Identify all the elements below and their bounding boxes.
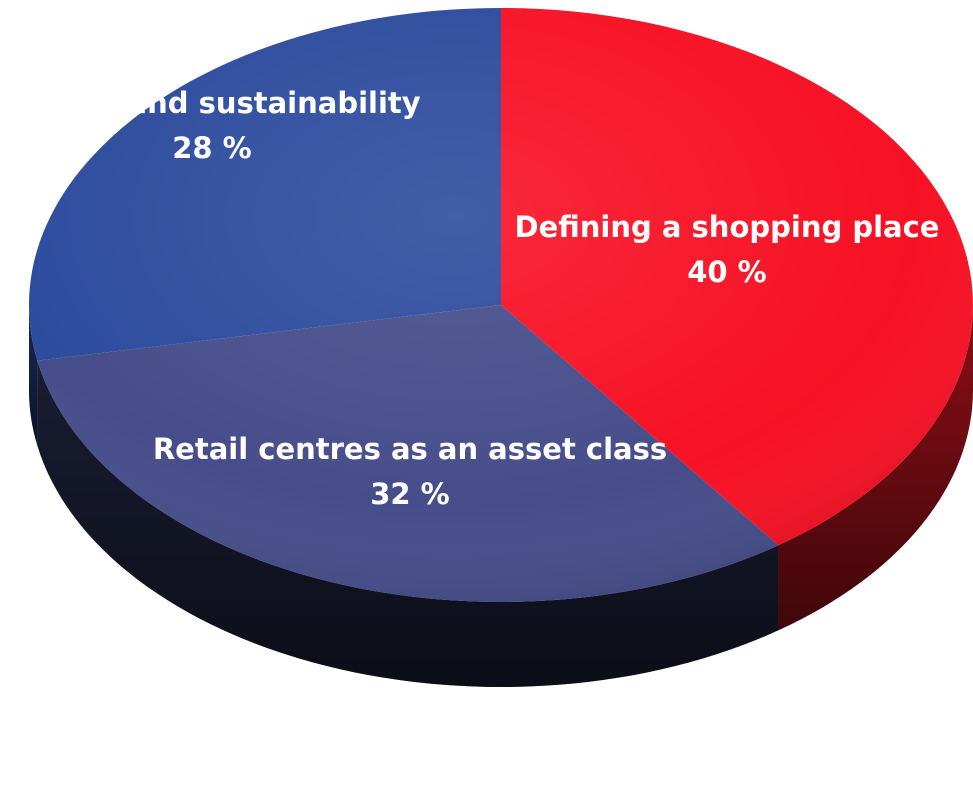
slice-value-2: 32 % [370, 477, 450, 511]
pie-sides [29, 305, 973, 688]
pie-side-shade-3 [29, 305, 38, 446]
slice-label-2: Retail centres as an asset class [153, 432, 667, 466]
pie-side-shade-1 [778, 305, 973, 631]
pie-labels: Defining a shopping place 40 % Retail cent… [3, 86, 939, 511]
pie-gloss [29, 8, 973, 602]
slice-value-3: 28 % [172, 131, 252, 165]
pie-tops [28, 8, 973, 603]
pie-side-shade-2 [37, 360, 779, 688]
slice-label-3: Energy and sustainability [3, 86, 420, 120]
slice-value-1: 40 % [687, 255, 767, 289]
slice-label-1: Defining a shopping place [515, 210, 940, 244]
